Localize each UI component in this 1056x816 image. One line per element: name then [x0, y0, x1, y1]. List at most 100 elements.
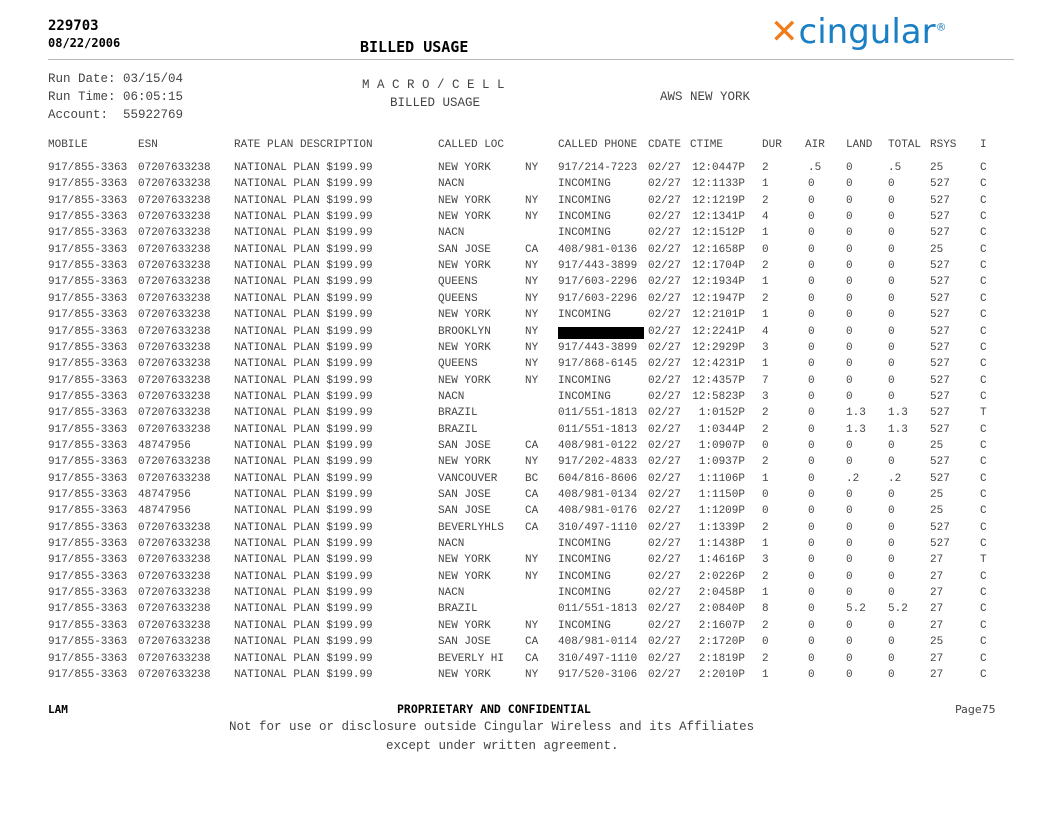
cell-rsys: 27 [930, 603, 944, 616]
cell-rsys: 527 [930, 227, 950, 240]
cell-total: .2 [888, 472, 902, 485]
cell-dur: 1 [762, 472, 769, 485]
cell-land: .2 [846, 472, 860, 485]
cell-called-loc: NACN [438, 178, 465, 191]
cell-dur: 1 [762, 276, 769, 289]
cell-ctime: 2:2010P [698, 668, 745, 681]
cell-air: 0 [808, 652, 815, 665]
cell-mobile: 917/855-3363 [48, 325, 128, 338]
cell-esn: 07207633238 [138, 423, 211, 436]
cell-called-loc: QUEENS [438, 292, 478, 305]
cell-called-loc: BRAZIL [438, 407, 478, 420]
cell-called-loc: BRAZIL [438, 423, 478, 436]
cell-called-phone: 917/520-3106 [558, 668, 638, 681]
cell-called-phone: 408/981-0134 [558, 489, 638, 501]
column-header: AIR [805, 139, 825, 151]
cell-indicator: C [980, 472, 987, 485]
cell-called-loc: SAN JOSE [438, 243, 491, 256]
cell-mobile: 917/855-3363 [48, 668, 128, 681]
cell-mobile: 917/855-3363 [48, 358, 128, 371]
cell-dur: 0 [762, 636, 769, 649]
table-row: 917/855-3363 48747956 NATIONAL PLAN $199.9… [0, 489, 1056, 505]
cell-dur: 2 [762, 456, 769, 469]
cell-esn: 07207633238 [138, 309, 211, 322]
cell-ctime: 2:1720P [698, 636, 745, 649]
cell-state: NY [525, 194, 539, 207]
cell-called-loc: NEW YORK [438, 309, 491, 322]
cell-state: NY [525, 570, 539, 583]
table-row: 917/855-3363 07207633238 NATIONAL PLAN $19… [0, 424, 1056, 440]
cell-air: 0 [808, 472, 815, 485]
cell-ctime: 1:0152P [698, 407, 745, 420]
cell-land: 0 [846, 456, 853, 469]
table-row: 917/855-3363 07207633238 NATIONAL PLAN $19… [0, 260, 1056, 276]
cell-called-loc: SAN JOSE [438, 489, 491, 501]
cell-state: NY [525, 260, 539, 273]
table-row: 917/855-3363 07207633238 NATIONAL PLAN $19… [0, 227, 1056, 243]
cell-total: 0 [888, 456, 895, 469]
cell-indicator: C [980, 374, 987, 387]
table-row: 917/855-3363 07207633238 NATIONAL PLAN $19… [0, 538, 1056, 554]
table-row: 917/855-3363 07207633238 NATIONAL PLAN $19… [0, 636, 1056, 652]
cell-rate-plan: NATIONAL PLAN $199.99 [234, 554, 373, 567]
cell-rsys: 527 [930, 456, 950, 469]
footer-confidential: PROPRIETARY AND CONFIDENTIAL [397, 702, 591, 716]
cell-rate-plan: NATIONAL PLAN $199.99 [234, 456, 373, 469]
cell-rate-plan: NATIONAL PLAN $199.99 [234, 521, 373, 534]
cell-land: 0 [846, 587, 853, 600]
cell-indicator: C [980, 521, 987, 534]
cell-total: 0 [888, 211, 895, 224]
cell-total: .5 [888, 162, 902, 174]
cell-called-phone: 917/214-7223 [558, 162, 638, 174]
cell-ctime: 12:1133P [692, 178, 745, 191]
cell-cdate: 02/27 [648, 603, 682, 616]
cell-called-loc: SAN JOSE [438, 439, 491, 452]
cell-total: 0 [888, 439, 895, 452]
cell-esn: 07207633238 [138, 227, 211, 240]
cell-rsys: 527 [930, 423, 950, 436]
cell-air: 0 [808, 341, 815, 354]
report-type: M A C R O / C E L L [362, 78, 505, 92]
cell-indicator: C [980, 390, 987, 403]
cell-indicator: C [980, 341, 987, 354]
cell-called-loc: NEW YORK [438, 668, 491, 681]
cingular-jack-icon: ✕ [770, 12, 799, 52]
cell-called-loc: NEW YORK [438, 260, 491, 273]
cell-called-loc: QUEENS [438, 276, 478, 289]
cell-land: 0 [846, 636, 853, 649]
table-row: 917/855-3363 07207633238 NATIONAL PLAN $19… [0, 342, 1056, 358]
cell-mobile: 917/855-3363 [48, 636, 128, 649]
cell-air: 0 [808, 619, 815, 632]
cell-esn: 07207633238 [138, 276, 211, 289]
cell-called-loc: NEW YORK [438, 570, 491, 583]
cell-called-phone: 917/603-2296 [558, 292, 638, 305]
cell-ctime: 1:1438P [698, 538, 745, 551]
cell-ctime: 1:1106P [698, 472, 745, 485]
cell-rate-plan: NATIONAL PLAN $199.99 [234, 636, 373, 649]
cell-esn: 07207633238 [138, 178, 211, 191]
cell-esn: 07207633238 [138, 587, 211, 600]
cell-rsys: 27 [930, 652, 944, 665]
cell-called-loc: BEVERLYHLS [438, 521, 505, 534]
cell-state: BC [525, 472, 539, 485]
cell-air: 0 [808, 668, 815, 681]
column-header: TOTAL [888, 139, 922, 151]
cell-rsys: 527 [930, 341, 950, 354]
cell-cdate: 02/27 [648, 390, 682, 403]
cell-esn: 07207633238 [138, 521, 211, 534]
table-row: 917/855-3363 07207633238 NATIONAL PLAN $19… [0, 211, 1056, 227]
cell-land: 0 [846, 260, 853, 273]
cell-called-phone: 408/981-0114 [558, 636, 638, 649]
cell-air: 0 [808, 309, 815, 322]
cell-rsys: 25 [930, 439, 944, 452]
cell-land: 0 [846, 505, 853, 518]
cell-air: 0 [808, 276, 815, 289]
cell-air: 0 [808, 243, 815, 256]
cell-land: 0 [846, 668, 853, 681]
cell-cdate: 02/27 [648, 538, 682, 551]
cell-dur: 2 [762, 407, 769, 420]
table-row: 917/855-3363 07207633238 NATIONAL PLAN $19… [0, 276, 1056, 292]
cell-called-phone: 011/551-1813 [558, 407, 638, 420]
cell-total: 5.2 [888, 603, 908, 616]
cell-total: 0 [888, 390, 895, 403]
